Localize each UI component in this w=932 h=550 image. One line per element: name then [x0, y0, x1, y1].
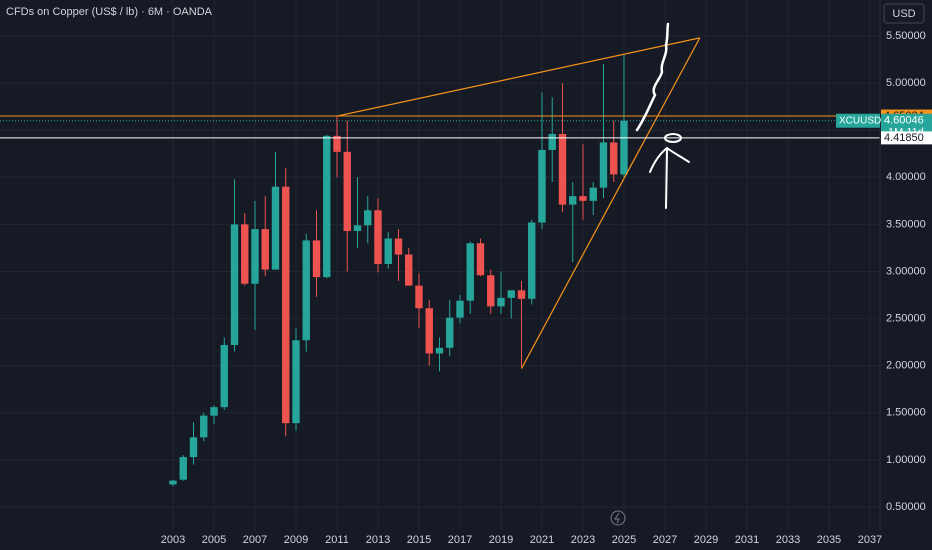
- candle-body: [394, 238, 403, 255]
- symbol-label-box: [836, 113, 880, 128]
- candle-body: [261, 229, 269, 270]
- candle-body: [415, 285, 423, 309]
- trendline: [520, 37, 701, 369]
- y-tick-label: 4.00000: [886, 171, 926, 183]
- chart-title: CFDs on Copper (US$ / lb) · 6M · OANDA: [6, 6, 213, 18]
- candle-body: [323, 135, 331, 278]
- x-tick-label: 2027: [653, 534, 677, 546]
- candle-body: [333, 135, 341, 152]
- x-tick-label: 2023: [571, 534, 595, 546]
- x-tick-label: 2033: [776, 534, 800, 546]
- candle-body: [179, 457, 187, 480]
- candle-body: [312, 240, 321, 278]
- candle-body: [507, 290, 515, 298]
- x-tick-label: 2037: [858, 534, 882, 546]
- candle-body: [405, 254, 413, 286]
- x-tick-label: 2011: [325, 534, 349, 546]
- candle-body: [343, 151, 351, 231]
- candle-body: [528, 222, 536, 299]
- candle-body: [169, 480, 177, 485]
- y-tick-label: 2.50000: [886, 313, 926, 325]
- candle-body: [558, 133, 567, 205]
- candle-body: [446, 317, 454, 348]
- x-tick-label: 2019: [489, 534, 513, 546]
- candle-body: [210, 407, 218, 416]
- candle-body: [189, 437, 198, 458]
- candle-body: [353, 225, 362, 231]
- marks: [0, 37, 880, 487]
- y-tick-label: 1.00000: [886, 454, 926, 466]
- candle-body: [487, 275, 495, 307]
- candle-body: [220, 344, 228, 408]
- candle-body: [302, 240, 310, 341]
- y-tick-label: 1.50000: [886, 407, 926, 419]
- x-tick-label: 2013: [366, 534, 390, 546]
- candle-body: [599, 142, 608, 188]
- currency-button[interactable]: [883, 3, 925, 24]
- y-tick-label: 5.50000: [886, 30, 926, 42]
- x-tick-label: 2005: [202, 534, 226, 546]
- x-tick-label: 2021: [530, 534, 554, 546]
- candle-body: [241, 224, 249, 284]
- x-tick-label: 2035: [817, 534, 841, 546]
- candle-body: [425, 308, 433, 354]
- x-tick-label: 2031: [735, 534, 759, 546]
- drawing-arrow: [649, 146, 690, 209]
- x-tick-label: 2003: [161, 534, 185, 546]
- candle-body: [230, 224, 239, 345]
- replay-icon-bolt: [614, 512, 620, 524]
- candle-body: [476, 243, 485, 276]
- price-label: 4.60046: [884, 115, 924, 127]
- trendline: [336, 37, 700, 117]
- x-tick-label: 2007: [243, 534, 267, 546]
- x-tick-label: 2017: [448, 534, 472, 546]
- candle-body: [497, 297, 505, 307]
- x-tick-label: 2025: [612, 534, 636, 546]
- candle-body: [538, 149, 546, 223]
- candle-body: [292, 340, 300, 424]
- candle-body: [374, 210, 382, 264]
- candle-body: [456, 300, 464, 318]
- candle-body: [251, 229, 259, 284]
- drawing-stroke: [635, 22, 670, 132]
- replay-icon[interactable]: [610, 510, 626, 526]
- candle-body: [579, 196, 587, 201]
- x-tick-label: 2029: [694, 534, 718, 546]
- y-tick-label: 5.00000: [886, 77, 926, 89]
- drawing-loop: [664, 133, 682, 143]
- price-label-box: [881, 131, 932, 145]
- candle-body: [364, 210, 372, 226]
- y-tick-label: 0.50000: [886, 501, 926, 513]
- y-tick-label: 2.00000: [886, 360, 926, 372]
- currency-label[interactable]: USD: [892, 8, 915, 20]
- candle-body: [569, 196, 577, 205]
- candle-body: [517, 290, 526, 299]
- candle-body: [466, 243, 474, 301]
- candle-body: [282, 186, 290, 424]
- y-tick-label: 3.00000: [886, 265, 926, 277]
- y-tick-label: 3.50000: [886, 218, 926, 230]
- candle-body: [435, 347, 444, 354]
- candle-body: [620, 120, 628, 175]
- candle-body: [384, 238, 392, 264]
- symbol-label: XCUUSD: [839, 115, 881, 126]
- price-label: 4.41850: [884, 132, 924, 144]
- candle-body: [548, 133, 556, 150]
- candle-body: [589, 187, 597, 201]
- x-tick-label: 2015: [407, 534, 431, 546]
- candle-body: [200, 415, 208, 438]
- candle-body: [610, 142, 618, 175]
- x-tick-label: 2009: [284, 534, 308, 546]
- candle-body: [271, 186, 280, 270]
